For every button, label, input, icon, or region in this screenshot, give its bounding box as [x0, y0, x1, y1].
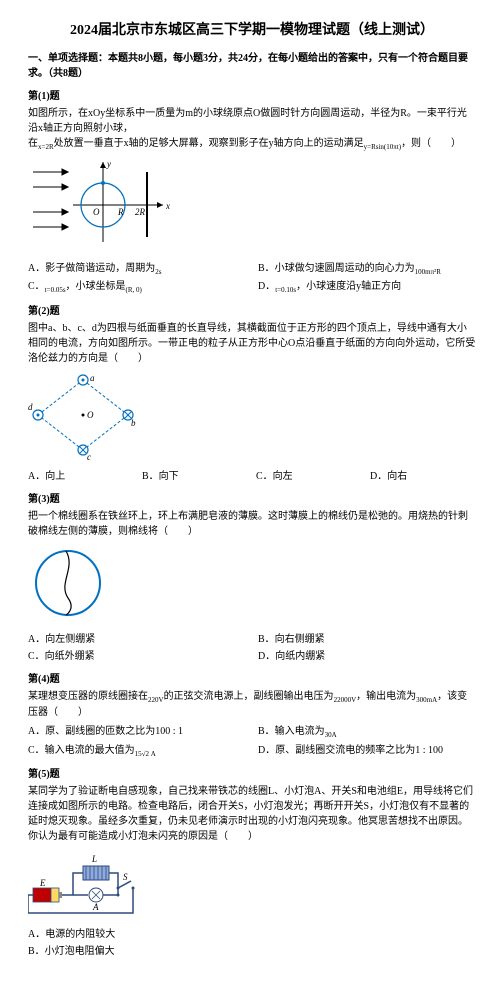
fig1-y: y	[106, 159, 111, 169]
q4-options: A．原、副线圈的匝数之比为100 : 1 B．输入电流为30A C．输入电流的最…	[28, 724, 476, 759]
q1-optD-text2: ，小球速度沿y轴正方向	[296, 281, 401, 292]
q3-optC: C．向纸外绷紧	[28, 649, 246, 664]
q1-text-1: 如图所示，在xOy坐标系中一质量为m的小球绕原点O做圆时针方向圆周运动，半径为R…	[28, 108, 467, 134]
q1-optD-text: D．	[258, 281, 275, 292]
q5-label: 第(5)题	[28, 767, 476, 782]
q4-m3: 300mA	[416, 696, 437, 704]
q5-body: 某同学为了验证断电自感现象，自己找来带铁芯的线圈L、小灯泡A、开关S和电池组E，…	[28, 784, 476, 844]
q1-optC: C．t=0.05s，小球坐标是(R, 0)	[28, 279, 246, 296]
q1-text-2a: 在	[28, 138, 38, 149]
q4-t2: 的正弦交流电源上，副线圈输出电压为	[164, 691, 334, 702]
fig5-S: S	[123, 872, 128, 882]
q4-t1: 某理想变压器的原线圈接在	[28, 691, 148, 702]
q1-optC-text2: ，小球坐标是	[66, 281, 126, 292]
q1-math-2: y=Rsin(10πt)	[364, 143, 401, 151]
q2-body: 图中a、b、c、d为四根与纸面垂直的长直导线，其横截面位于正方形的四个顶点上，导…	[28, 321, 476, 366]
q5-options: A．电源的内阻较大 B．小灯泡电阻偏大	[28, 927, 476, 959]
q1-optD: D．t=0.10s，小球速度沿y轴正方向	[258, 279, 476, 296]
fig5-A: A	[92, 902, 99, 912]
fig1-x: x	[165, 201, 170, 211]
fig2-O: O	[87, 410, 94, 420]
q4-optC-t: C．输入电流的最大值为	[28, 745, 135, 756]
fig1-R: R	[117, 207, 124, 217]
q1-options: A．影子做简谐运动，周期为2s B．小球做匀速圆周运动的向心力为100mπ²R …	[28, 261, 476, 296]
q4-body: 某理想变压器的原线圈接在220V的正弦交流电源上，副线圈输出电压为22000V，…	[28, 689, 476, 721]
q1-optC-text: C．	[28, 281, 45, 292]
fig5-E: E	[39, 878, 46, 888]
q2-optA: A．向上	[28, 469, 134, 484]
q1-math-1: x=2R	[38, 143, 54, 151]
q4-optA: A．原、副线圈的匝数之比为100 : 1	[28, 724, 246, 741]
q1-figure: O R 2R x y	[28, 157, 476, 257]
q1-optB-math: 100mπ²R	[415, 268, 441, 276]
page-title: 2024届北京市东城区高三下学期一模物理试题（线上测试）	[28, 20, 476, 41]
q2-options: A．向上 B．向下 C．向左 D．向右	[28, 469, 476, 484]
q1-body: 如图所示，在xOy坐标系中一质量为m的小球绕原点O做圆时针方向圆周运动，半径为R…	[28, 106, 476, 153]
q4-optB-t: B．输入电流为	[258, 726, 325, 737]
q3-optD: D．向纸内绷紧	[258, 649, 476, 664]
q4-optC-m: 15√2 A	[135, 750, 156, 758]
q4-optB-m: 30A	[325, 731, 337, 739]
q1-optC-m1: t=0.05s	[45, 286, 66, 294]
q2-figure: O a b c d	[28, 370, 476, 465]
q3-options: A．向左侧绷紧 B．向右侧绷紧 C．向纸外绷紧 D．向纸内绷紧	[28, 632, 476, 664]
q1-optD-m1: t=0.10s	[275, 286, 296, 294]
q4-t3: ，输出电流为	[356, 691, 416, 702]
q5-figure: E L A S	[28, 848, 476, 923]
q4-label: 第(4)题	[28, 672, 476, 687]
q2-label: 第(2)题	[28, 304, 476, 319]
q4-optB: B．输入电流为30A	[258, 724, 476, 741]
q2-optB: B．向下	[142, 469, 248, 484]
q1-optA-text: A．影子做简谐运动，周期为	[28, 263, 155, 274]
fig2-c: c	[87, 452, 91, 460]
q1-text-2b: 处放置一垂直于x轴的足够大屏幕，观察到影子在y轴方向上的运动满足	[54, 138, 364, 149]
section-heading: 一、单项选择题：本题共8小题，每小题3分，共24分，在每小题给出的答案中，只有一…	[28, 51, 476, 81]
q1-label: 第(1)题	[28, 89, 476, 104]
fig2-d: d	[28, 402, 33, 412]
q3-figure	[28, 543, 476, 628]
fig5-L: L	[91, 854, 97, 864]
q1-text-2c: ，则（ ）	[401, 138, 461, 149]
q1-optA: A．影子做简谐运动，周期为2s	[28, 261, 246, 278]
q4-optD: D．原、副线圈交流电的频率之比为1 : 100	[258, 743, 476, 760]
q3-optA: A．向左侧绷紧	[28, 632, 246, 647]
q4-optC: C．输入电流的最大值为15√2 A	[28, 743, 246, 760]
q5-optB: B．小灯泡电阻偏大	[28, 944, 476, 959]
fig2-a: a	[90, 373, 95, 383]
q1-optC-m2: (R, 0)	[126, 286, 142, 294]
q1-optB-text: B．小球做匀速圆周运动的向心力为	[258, 263, 415, 274]
fig2-b: b	[131, 418, 136, 428]
q3-body: 把一个棉线圈系在铁丝环上，环上布满肥皂液的薄膜。这时薄膜上的棉线仍是松弛的。用烧…	[28, 509, 476, 539]
q1-optB: B．小球做匀速圆周运动的向心力为100mπ²R	[258, 261, 476, 278]
q5-optA: A．电源的内阻较大	[28, 927, 476, 942]
q1-optA-math: 2s	[155, 268, 161, 276]
q2-optD: D．向右	[370, 469, 476, 484]
q2-optC: C．向左	[256, 469, 362, 484]
q4-m1: 220V	[148, 696, 164, 704]
q3-label: 第(3)题	[28, 492, 476, 507]
fig1-2R: 2R	[135, 207, 146, 217]
q3-optB: B．向右侧绷紧	[258, 632, 476, 647]
fig1-O: O	[93, 207, 100, 217]
q4-m2: 22000V	[334, 696, 357, 704]
